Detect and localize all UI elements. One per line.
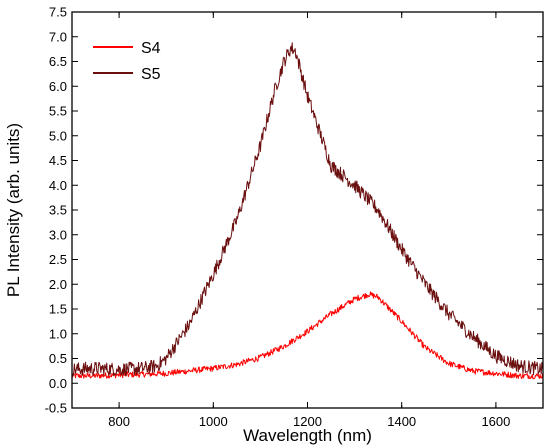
- series-layer: [71, 42, 544, 380]
- legend: S4 S5: [93, 40, 161, 83]
- y-tick-label: 0.0: [49, 376, 67, 391]
- y-tick-label: 1.5: [49, 302, 67, 317]
- y-tick-label: 6.0: [49, 79, 67, 94]
- x-axis-title: Wavelength (nm): [243, 426, 372, 445]
- y-tick-label: 7.0: [49, 29, 67, 44]
- series-line-s5: [71, 42, 544, 377]
- y-tick-label: 2.0: [49, 277, 67, 292]
- legend-label-s5: S5: [141, 66, 161, 83]
- y-axis-title: PL Intensity (arb. units): [4, 123, 23, 297]
- legend-label-s4: S4: [141, 40, 161, 57]
- y-tick-label: 3.0: [49, 227, 67, 242]
- y-tick-label: 5.5: [49, 104, 67, 119]
- x-tick-label: 1000: [199, 414, 228, 429]
- y-tick-label: 6.5: [49, 54, 67, 69]
- x-tick-label: 1400: [387, 414, 416, 429]
- series-line-s4: [71, 291, 544, 380]
- x-tick-label: 1200: [293, 414, 322, 429]
- y-tick-label: 0.5: [49, 351, 67, 366]
- y-tick-label: 7.5: [49, 5, 67, 20]
- y-tick-label: 4.5: [49, 153, 67, 168]
- y-tick-label: 3.5: [49, 203, 67, 218]
- y-tick-label: 4.0: [49, 178, 67, 193]
- y-tick-label: 2.5: [49, 252, 67, 267]
- ticks-layer: 800 1000 1200 1400 1600 -0.5 0.0 0.5 1.0 1.5 2.0 2.…: [45, 5, 543, 429]
- x-tick-label: 800: [108, 414, 130, 429]
- x-tick-label: 1600: [481, 414, 510, 429]
- y-tick-label: 5.0: [49, 128, 67, 143]
- y-tick-label: 1.0: [49, 326, 67, 341]
- y-tick-label: -0.5: [45, 401, 67, 416]
